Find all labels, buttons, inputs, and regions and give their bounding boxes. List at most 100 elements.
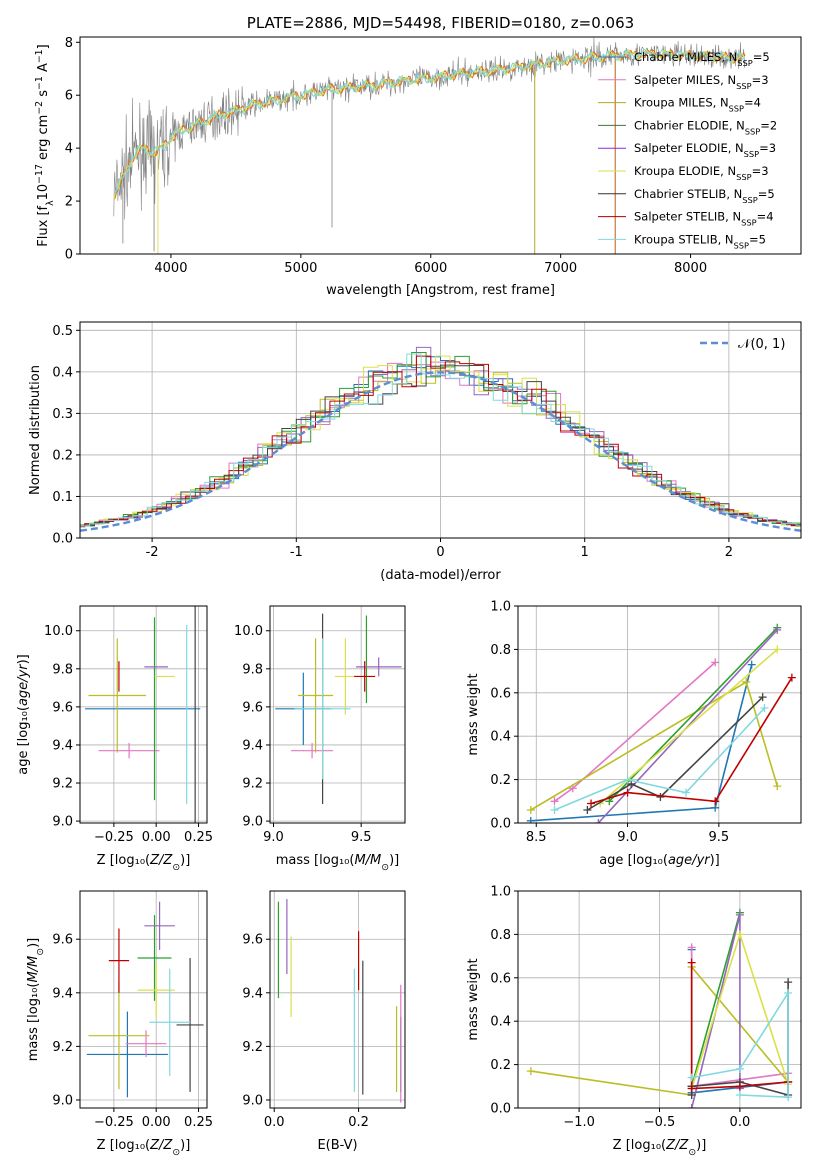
series-chabrier-stelib: [583, 693, 767, 814]
series-line: [690, 912, 741, 1087]
errorbar-salpeter-miles: [125, 1030, 167, 1058]
errorbar-chabrier-elodie: [137, 915, 172, 1001]
errorbar-kroupa-miles: [88, 982, 150, 1090]
series-marker: [526, 805, 535, 814]
spectrum-ytick-label: 6: [65, 89, 73, 104]
spectrum-legend: Chabrier MILES, NSSP=5 Salpeter MILES, NS…: [598, 50, 777, 250]
mass_weight_vs_age-ytick-label: 0.8: [490, 643, 511, 658]
series-marker: [687, 943, 696, 952]
errorbar-salpeter-miles: [291, 743, 334, 759]
mass_vs_Z-ytick-label: 9.4: [52, 986, 73, 1001]
mass_weight_vs_Z-lines: [526, 908, 793, 1108]
age_vs_Z-ytick-label: 10.0: [44, 624, 73, 639]
series-marker: [784, 1093, 793, 1102]
series-chabrier-elodie: [605, 623, 782, 806]
spectrum-ytick-label: 8: [65, 36, 73, 51]
series-marker: [656, 792, 665, 801]
series-marker: [623, 775, 632, 784]
mass_weight_vs_age-ytick-label: 0.6: [490, 686, 511, 701]
mass_weight_vs_Z-ytick-label: 1.0: [490, 885, 511, 900]
mass_vs_EBV-panel: 0.0 0.2 9.0 9.2 9.4 9.6 E(B-V): [242, 890, 406, 1153]
series-marker: [735, 1090, 744, 1099]
mass_vs_EBV-xtick-label: 0.0: [264, 1115, 285, 1130]
errorbar-kroupa-miles: [298, 638, 334, 753]
legend-label: Kroupa STELIB, NSSP=5: [634, 232, 766, 250]
mass_vs_EBV-frame: [269, 890, 406, 1109]
series-kroupa-miles: [526, 677, 782, 814]
series-marker: [711, 658, 720, 667]
errorbar-kroupa-miles: [88, 638, 147, 753]
spectrum-ytick-label: 4: [65, 142, 73, 157]
errorbar-salpeter-elodie: [144, 901, 175, 950]
residuals-ytick-label: 0.2: [52, 448, 73, 463]
series-marker: [711, 797, 720, 806]
residuals-ytick-label: 0.3: [52, 407, 73, 422]
age_vs_Z-ylabel: age [log₁₀(age/yr)]: [16, 654, 31, 775]
legend-label: Salpeter MILES, NSSP=3: [634, 73, 769, 91]
mass_vs_Z-xtick-label: 0.25: [184, 1115, 213, 1130]
series-marker: [773, 625, 782, 634]
errorbar-salpeter-elodie: [355, 657, 402, 677]
spectrum-traces: [113, 37, 746, 254]
series-marker: [784, 988, 793, 997]
legend-label: Chabrier STELIB, NSSP=5: [634, 187, 775, 205]
legend-label: Salpeter STELIB, NSSP=4: [634, 210, 774, 228]
residuals-xtick-label: 1: [581, 545, 589, 560]
mass_vs_Z-xtick-label: −0.25: [94, 1115, 134, 1130]
mass_weight_vs_Z-xtick-label: 0.0: [730, 1115, 751, 1130]
mass_weight_vs_Z-ytick-label: 0.2: [490, 1058, 511, 1073]
age_vs_Z-xlabel: Z [log₁₀(Z/Z⊙)]: [97, 853, 191, 873]
mass_weight_vs_age-ytick-label: 0.4: [490, 730, 511, 745]
legend-label: Kroupa MILES, NSSP=4: [634, 96, 761, 114]
mass_weight_vs_Z-frame: [517, 890, 802, 1109]
histogram-salpeter-stelib: [80, 355, 801, 528]
errorbar-chabrier-stelib: [176, 957, 204, 1092]
age_vs_Z-ytick-label: 9.2: [52, 777, 73, 792]
legend-label: Salpeter ELODIE, NSSP=3: [634, 141, 776, 159]
age_vs_Z-xtick-label: 0.25: [184, 830, 213, 845]
residuals-xtick-label: -1: [290, 545, 303, 560]
mass_vs_EBV-ytick-label: 9.2: [242, 1040, 263, 1055]
mass_vs_Z-xlabel: Z [log₁₀(Z/Z⊙)]: [97, 1138, 191, 1158]
series-marker: [758, 693, 767, 702]
age_vs_Z-panel: −0.25 0.00 0.25 9.0 9.2 9.4 9.6 9.8 10.0 Z [log₁₀…: [16, 605, 213, 873]
spectrum-ytick-label: 2: [65, 195, 73, 210]
spectrum-model-line: [113, 48, 746, 195]
residuals-xtick-label: -2: [146, 545, 159, 560]
legend-label: Chabrier MILES, NSSP=5: [634, 50, 770, 68]
series-marker: [623, 788, 632, 797]
errorbar-salpeter-miles: [98, 743, 160, 759]
mass_weight_vs_Z-ytick-label: 0.8: [490, 928, 511, 943]
age_vs_mass-xtick-label: 9.0: [263, 830, 284, 845]
legend-label: Kroupa ELODIE, NSSP=3: [634, 164, 769, 182]
spectrum-frame: [79, 36, 802, 255]
histogram-chabrier-stelib: [80, 364, 801, 528]
residuals-panel: -2 -1 0 1 2 0.0 0.1 0.2 0.3 0.4 0.5 (data-model)/er…: [28, 321, 802, 583]
series-marker: [747, 660, 756, 669]
series-line: [530, 680, 779, 811]
series-line: [608, 627, 778, 802]
series-marker: [583, 805, 592, 814]
series-marker: [681, 788, 690, 797]
mass_weight_vs_Z-ytick-label: 0.4: [490, 1015, 511, 1030]
age_vs_mass-points: [275, 613, 402, 804]
age_vs_mass-ytick-label: 9.4: [242, 738, 263, 753]
age_vs_Z-xtick-label: 0.00: [142, 830, 171, 845]
series-marker: [550, 805, 559, 814]
mass_weight_vs_Z-xlabel: Z [log₁₀(Z/Z⊙)]: [613, 1138, 707, 1158]
mass_weight_vs_Z-xtick-label: −0.5: [644, 1115, 676, 1130]
age_vs_mass-ytick-label: 9.0: [242, 815, 263, 830]
mass_vs_Z-ytick-label: 9.0: [52, 1093, 73, 1108]
spectrum-xtick-label: 7000: [544, 261, 577, 276]
errorbar-kroupa-elodie: [137, 963, 175, 1017]
mass_weight_vs_age-ylabel: mass weight: [466, 673, 481, 755]
series-marker: [787, 673, 796, 682]
age_vs_Z-ytick-label: 9.8: [52, 662, 73, 677]
residuals-ytick-label: 0.1: [52, 490, 73, 505]
series-marker: [735, 930, 744, 939]
legend-label: 𝒩(0, 1): [738, 337, 785, 352]
mass_weight_vs_age-xtick-label: 8.5: [526, 830, 547, 845]
residuals-xtick-label: 2: [725, 545, 733, 560]
errorbar-chabrier-miles: [86, 1011, 169, 1098]
mass_vs_EBV-ytick-label: 9.0: [242, 1093, 263, 1108]
